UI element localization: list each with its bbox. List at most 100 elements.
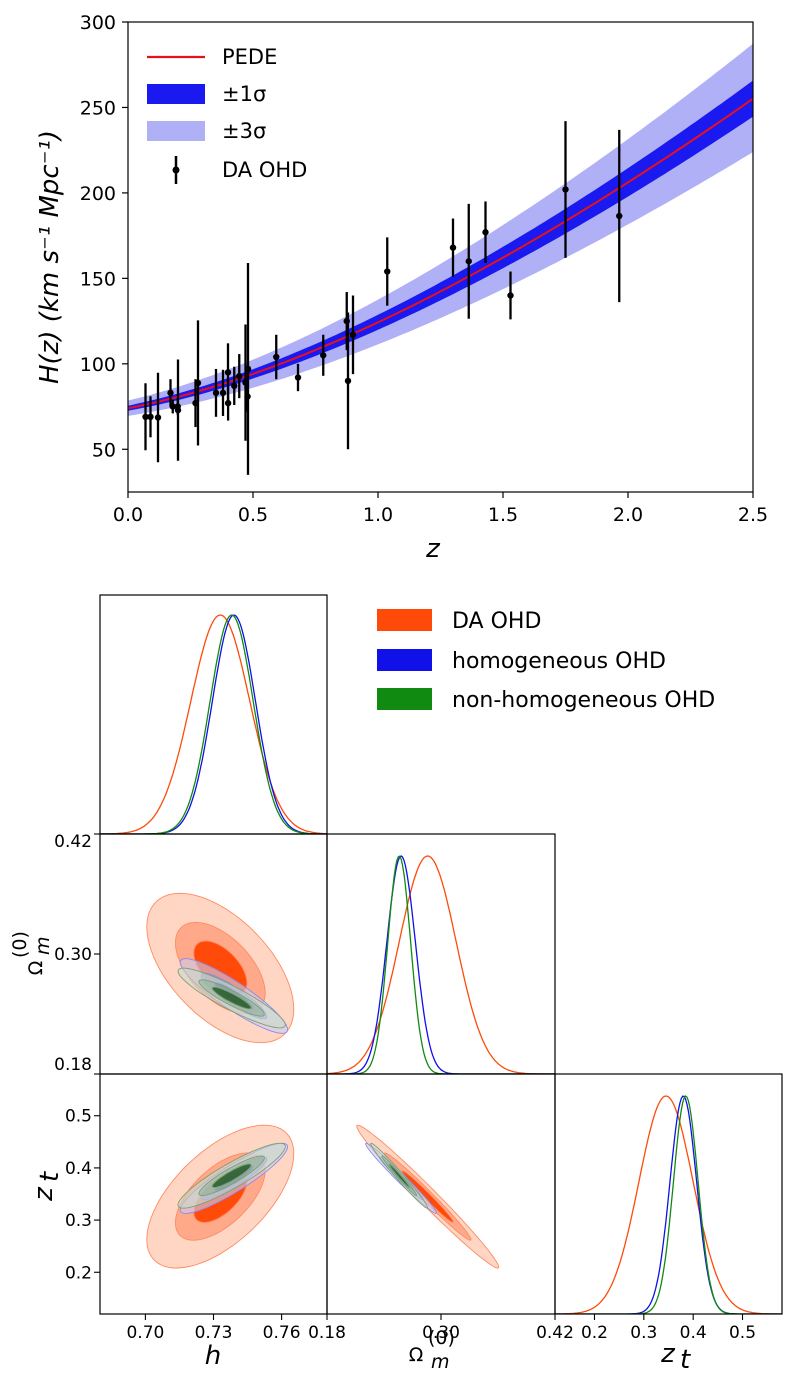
- hz-panel: 0.0 0.5 1.0 1.5 2.0 2.5 50 100 150 200 250 300 z H…: [35, 12, 768, 564]
- hz-legend: PEDE ±1σ ±3σ DA OHD: [147, 45, 307, 184]
- data-point-19: [294, 374, 302, 381]
- legend-homo-label: homogeneous OHD: [452, 649, 666, 674]
- legend-1sigma-label: ±1σ: [222, 82, 266, 106]
- om-x-tick-label-2: 0.42: [536, 1323, 574, 1343]
- zt-x-tick-label-2: 0.4: [680, 1323, 707, 1343]
- om-x-tick-label-1: 0.30: [422, 1323, 460, 1343]
- om-y-tick-label-0: 0.18: [54, 1055, 92, 1075]
- data-point-23: [349, 331, 357, 338]
- triangle-ticks: 0.70 0.73 0.76 0.18 0.30 0.42 0.2 0.3 0.4 0.5 0.18…: [54, 832, 756, 1343]
- om-y-label-symbol: Ω: [25, 961, 47, 976]
- legend-homo-swatch: [377, 649, 432, 671]
- om-x-label: Ω m (0): [409, 1327, 455, 1373]
- y-tick-label-3: 200: [80, 183, 116, 205]
- y-tick-label-1: 100: [80, 354, 116, 376]
- data-point-4: [169, 403, 176, 410]
- data-point-30: [616, 212, 623, 220]
- triangle-panel: 0.70 0.73 0.76 0.18 0.30 0.42 0.2 0.3 0.4 0.5 0.18…: [9, 594, 783, 1375]
- frame-om-zt: [326, 1073, 556, 1315]
- x-tick-label-3: 1.5: [488, 504, 518, 526]
- y-tick-label-0: 50: [92, 439, 116, 461]
- data-point-29: [562, 186, 569, 193]
- zt-x-tick-label-0: 0.2: [581, 1323, 608, 1343]
- hz-axes-frame: [127, 21, 754, 493]
- posterior-om-homo: [327, 855, 555, 1074]
- contour-h-om-nonhomo-1sigma: [211, 986, 252, 1010]
- posterior-zt-nonhomo: [555, 1095, 782, 1314]
- data-point-12: [224, 399, 232, 407]
- zt-y-label-symbol: z: [29, 1186, 59, 1202]
- legend-ohd-label: DA OHD: [222, 158, 307, 182]
- legend-nonhomo-label: non-homogeneous OHD: [452, 688, 715, 713]
- data-point-26: [465, 258, 472, 265]
- om-y-tick-label-1: 0.30: [54, 945, 92, 965]
- zt-y-label: z t: [29, 1171, 65, 1202]
- hz-y-label: H(z) (km s⁻¹ Mpc⁻¹): [35, 130, 65, 384]
- hz-plot-area: [128, 43, 753, 475]
- data-point-27: [482, 229, 489, 236]
- om-y-label-sub: m: [32, 936, 54, 955]
- data-point-20: [320, 352, 327, 359]
- data-point-3: [167, 389, 174, 397]
- data-point-1: [147, 413, 154, 420]
- zt-y-label-sub: t: [35, 1171, 65, 1182]
- hz-y-ticks: 50 100 150 200 250 300: [80, 12, 128, 461]
- zt-x-label: z t: [660, 1339, 691, 1375]
- zt-y-tick-label-3: 0.5: [65, 1107, 92, 1127]
- data-point-25: [449, 244, 457, 251]
- data-point-28: [507, 292, 514, 299]
- zt-x-tick-label-1: 0.3: [630, 1323, 657, 1343]
- posterior-h-da: [100, 614, 327, 834]
- h-x-tick-label-2: 0.76: [263, 1323, 301, 1343]
- om-zt-contours: [356, 1124, 500, 1269]
- h-om-contours: [146, 892, 295, 1044]
- zt-y-tick-label-2: 0.4: [65, 1159, 92, 1179]
- legend-1sigma-swatch: [147, 84, 205, 104]
- posterior-zt-homo: [555, 1095, 782, 1314]
- data-point-22: [344, 377, 352, 385]
- data-point-8: [194, 379, 202, 387]
- data-point-10: [219, 389, 227, 397]
- frame-h-1d: [99, 594, 328, 835]
- contour-h-zt-nonhomo-1sigma: [211, 1163, 252, 1188]
- zt-y-tick-label-1: 0.3: [65, 1211, 92, 1231]
- h-x-tick-label-1: 0.73: [195, 1323, 233, 1343]
- posterior-zt-da: [555, 1095, 782, 1314]
- pede-line: [128, 97, 753, 410]
- ohd-points: [142, 121, 623, 475]
- om-posterior-1d: [327, 855, 555, 1074]
- legend-da-swatch: [377, 609, 432, 631]
- frame-om-1d: [326, 833, 556, 1075]
- posterior-om-nonhomo: [327, 855, 555, 1074]
- h-zt-contours: [146, 1124, 295, 1269]
- triangle-legend: DA OHD homogeneous OHD non-homogeneous O…: [377, 609, 715, 713]
- x-tick-label-1: 0.5: [238, 504, 268, 526]
- legend-ohd-marker: [172, 166, 180, 174]
- om-y-label: Ω m (0): [9, 931, 54, 975]
- y-tick-label-4: 250: [80, 97, 116, 119]
- data-point-17: [244, 365, 252, 373]
- posterior-om-da: [327, 855, 555, 1074]
- hz-x-label: z: [425, 534, 441, 564]
- legend-3sigma-label: ±3σ: [222, 119, 266, 143]
- legend-da-label: DA OHD: [452, 609, 541, 634]
- x-tick-label-4: 2.0: [613, 504, 643, 526]
- om-y-tick-label-2: 0.42: [54, 832, 92, 852]
- h-x-tick-label-0: 0.70: [126, 1323, 164, 1343]
- data-point-2: [154, 414, 162, 421]
- posterior-h-nonhomo: [100, 614, 327, 834]
- hz-x-ticks: 0.0 0.5 1.0 1.5 2.0 2.5: [113, 492, 768, 526]
- y-tick-label-5: 300: [80, 12, 116, 34]
- om-x-label-sup: (0): [428, 1327, 455, 1349]
- x-tick-label-5: 2.5: [738, 504, 768, 526]
- data-point-18: [273, 353, 280, 361]
- om-x-label-symbol: Ω: [409, 1344, 424, 1366]
- h-posterior-1d: [100, 614, 327, 834]
- data-point-0: [142, 413, 149, 420]
- data-point-14: [236, 372, 243, 380]
- data-point-24: [384, 268, 391, 275]
- contour-om-zt-nonhomo-1sigma: [388, 1163, 411, 1189]
- zt-x-label-symbol: z: [660, 1339, 676, 1369]
- om-x-tick-label-0: 0.18: [308, 1323, 346, 1343]
